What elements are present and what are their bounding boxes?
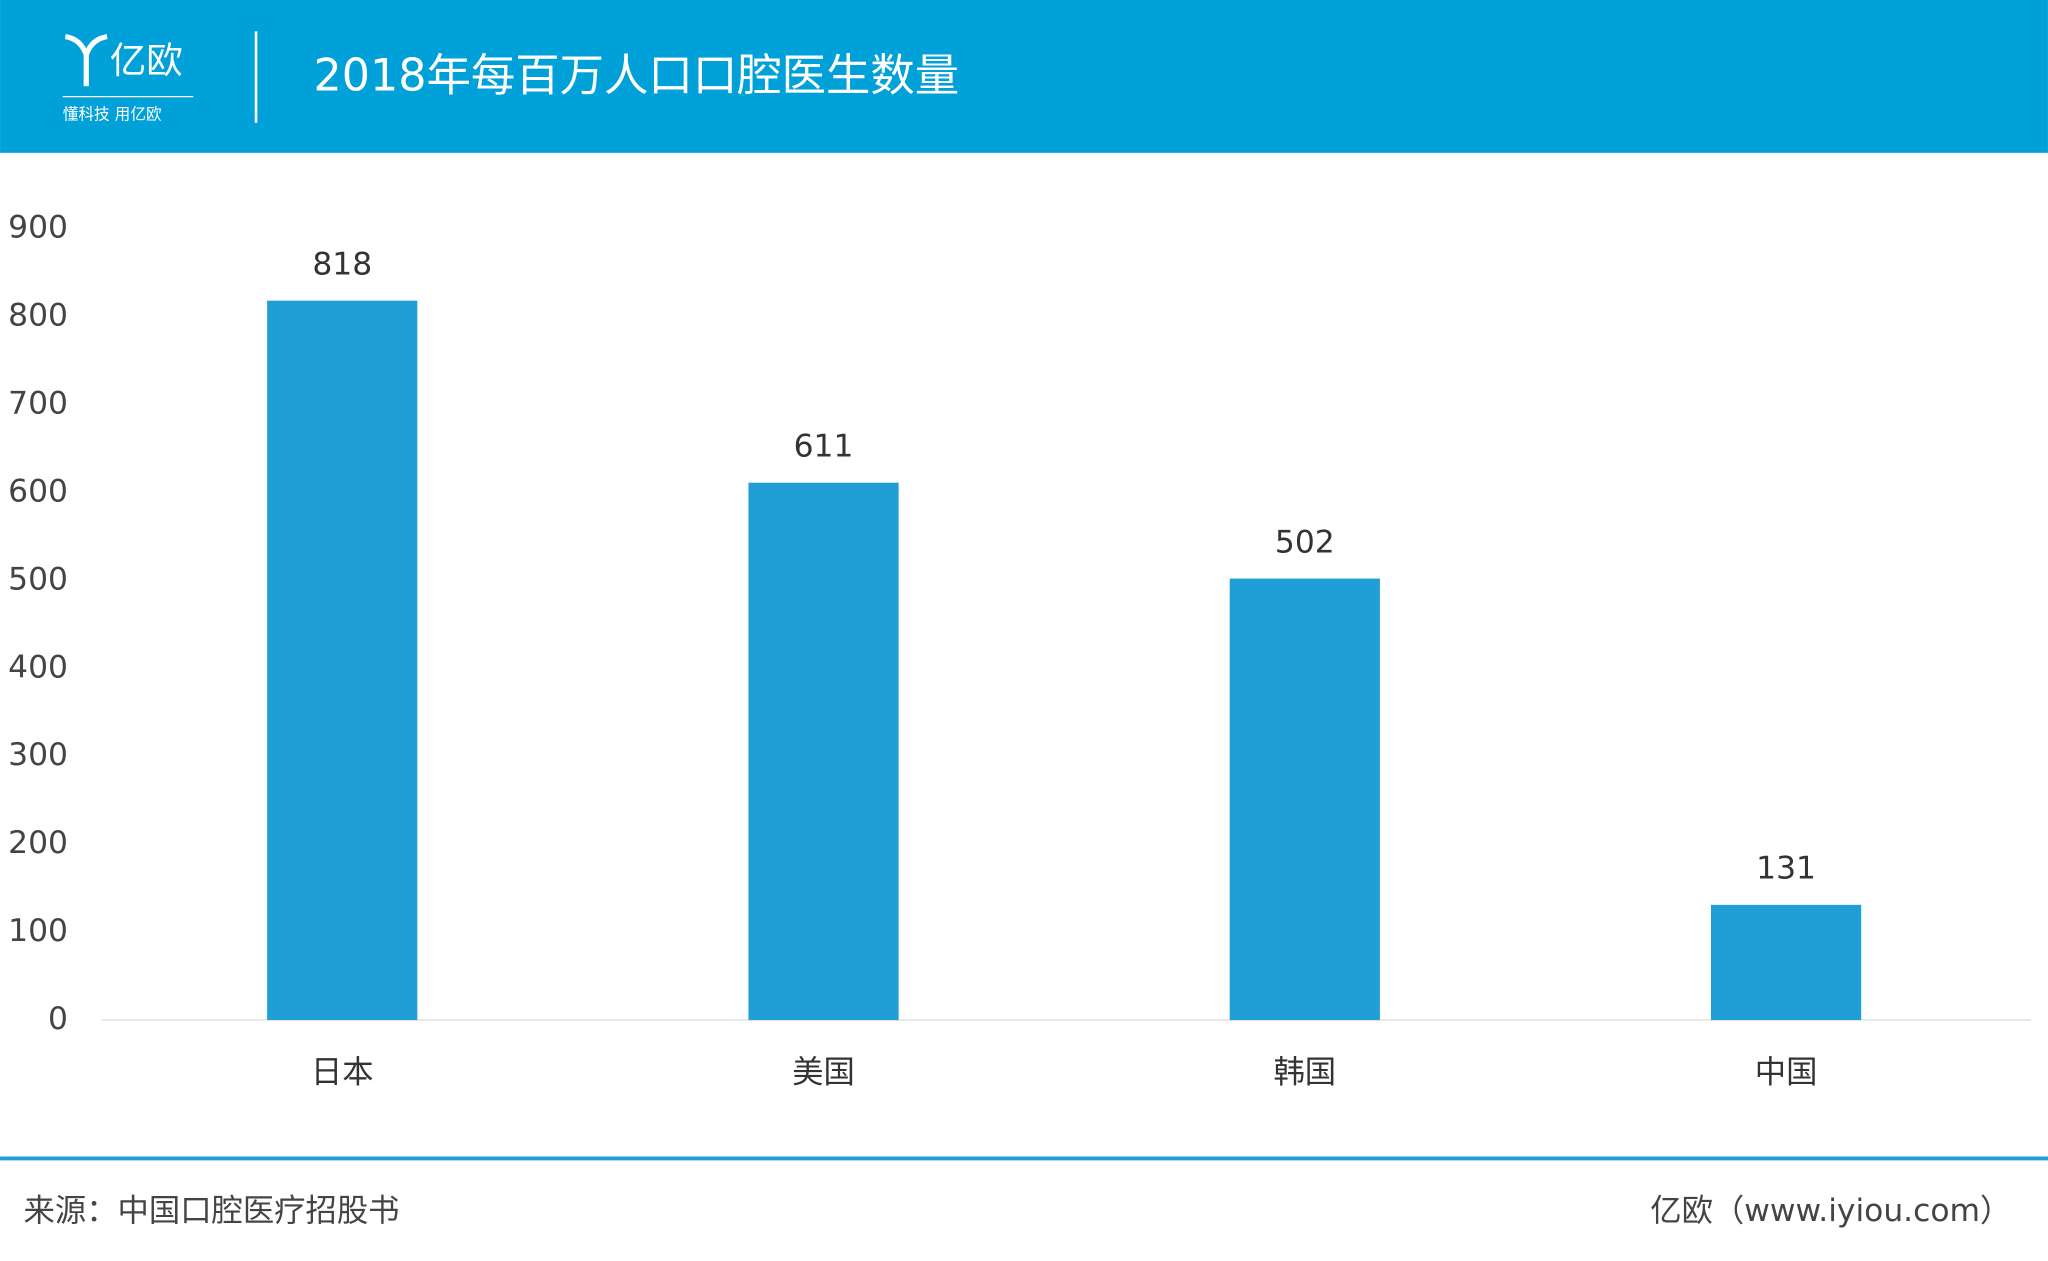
chart-title: 2018年每百万人口口腔医生数量 xyxy=(314,50,960,101)
x-tick-label: 美国 xyxy=(792,1055,855,1091)
y-tick-label: 500 xyxy=(8,561,68,597)
data-label: 131 xyxy=(1756,851,1816,887)
logo-mark xyxy=(64,33,108,87)
y-tick-label: 200 xyxy=(8,825,68,861)
x-tick-label: 中国 xyxy=(1755,1055,1818,1091)
y-tick-label: 900 xyxy=(8,210,68,246)
y-tick-label: 600 xyxy=(8,473,68,509)
data-label: 502 xyxy=(1275,524,1335,560)
slogan: 懂科技 用亿欧 xyxy=(63,104,162,123)
y-tick-label: 800 xyxy=(8,298,68,334)
source: 来源：中国口腔医疗招股书 xyxy=(24,1193,400,1229)
y-tick-label: 300 xyxy=(8,737,68,773)
data-label: 818 xyxy=(312,246,372,282)
bar xyxy=(748,482,899,1021)
bar xyxy=(267,300,418,1021)
y-tick-label: 400 xyxy=(8,649,68,685)
y-tick-label: 0 xyxy=(48,1001,68,1037)
credit: 亿欧（www.iyiou.com） xyxy=(1650,1193,2011,1229)
x-tick-label: 韩国 xyxy=(1273,1055,1336,1091)
y-tick-label: 700 xyxy=(8,385,68,421)
bar xyxy=(1710,904,1862,1021)
x-tick-label: 日本 xyxy=(311,1055,374,1091)
y-tick-label: 100 xyxy=(8,913,68,949)
bar xyxy=(1229,578,1380,1021)
logo-text: 亿欧 xyxy=(110,39,183,82)
header-band xyxy=(0,0,2048,153)
data-label: 611 xyxy=(794,428,854,464)
